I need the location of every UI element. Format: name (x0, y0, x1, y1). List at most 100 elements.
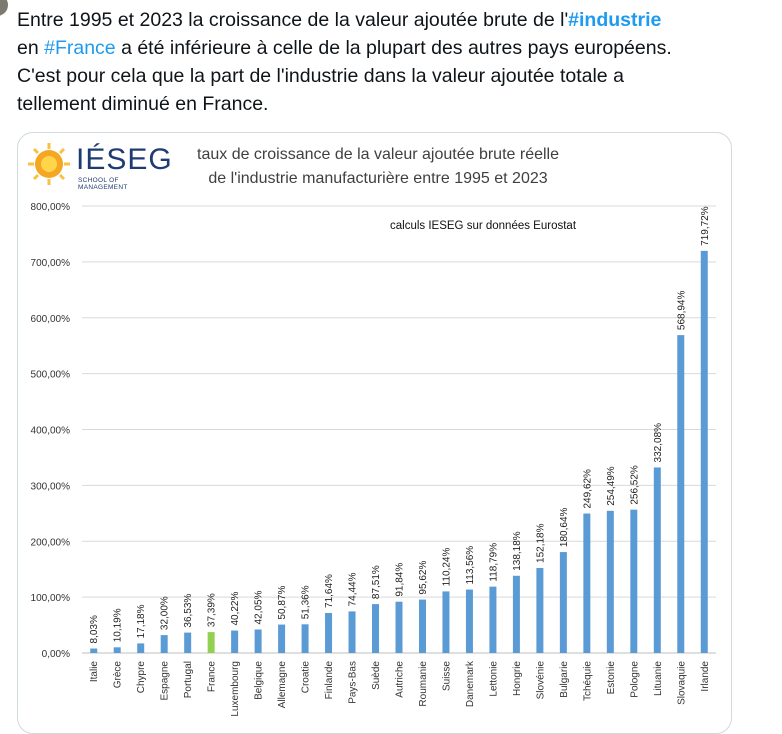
bar-15 (442, 591, 450, 653)
bar-3 (160, 635, 168, 653)
bar-5 (207, 632, 215, 653)
value-label: 110,24% (441, 548, 452, 587)
value-label: 568,94% (676, 291, 687, 331)
tweet-text: Entre 1995 et 2023 la croissance de la v… (17, 6, 757, 118)
y-tick-label: 100,00% (31, 593, 71, 604)
tweet-line-1-text: Entre 1995 et 2023 la croissance de la v… (17, 9, 569, 31)
bar-18 (512, 575, 520, 653)
bar-13 (395, 601, 403, 653)
x-tick-label: Chypre (136, 661, 147, 694)
y-tick-label: 700,00% (31, 258, 71, 269)
bar-14 (418, 599, 426, 653)
x-tick-label: France (207, 661, 218, 693)
bar-22 (606, 510, 614, 653)
x-tick-label: Autriche (395, 661, 406, 698)
bar-6 (231, 630, 239, 653)
bar-24 (653, 467, 661, 653)
x-tick-label: Italie (89, 661, 100, 683)
chart-title: taux de croissance de la valeur ajoutée … (168, 143, 588, 191)
bar-8 (278, 624, 286, 653)
tweet-line-2-pre: en (17, 37, 45, 59)
bar-1 (113, 647, 121, 653)
value-label: 332,08% (653, 423, 664, 463)
x-tick-label: Suisse (441, 661, 452, 691)
y-tick-label: 800,00% (31, 202, 71, 213)
x-tick-label: Suède (371, 661, 382, 690)
x-tick-label: Irlande (700, 661, 711, 692)
bar-7 (254, 629, 262, 653)
y-tick-label: 400,00% (31, 426, 71, 437)
x-tick-label: Portugal (183, 661, 194, 698)
x-tick-label: Lituanie (653, 661, 664, 696)
bar-19 (536, 567, 544, 653)
x-tick-label: Hongrie (512, 661, 523, 696)
value-label: 42,05% (254, 590, 265, 624)
value-label: 40,22% (230, 592, 241, 626)
hashtag-industrie-link[interactable]: #industrie (568, 9, 662, 31)
value-label: 138,18% (512, 531, 523, 571)
value-label: 17,18% (136, 604, 147, 638)
value-label: 51,36% (301, 585, 312, 619)
bar-2 (137, 643, 145, 653)
y-tick-label: 300,00% (31, 481, 71, 492)
value-label: 10,19% (113, 608, 124, 642)
chart-title-line-1: taux de croissance de la valeur ajoutée … (197, 146, 559, 163)
value-label: 50,87% (277, 586, 288, 620)
x-tick-label: Danemark (465, 660, 476, 707)
bar-11 (348, 611, 356, 653)
value-label: 74,44% (348, 572, 359, 606)
value-label: 71,64% (324, 574, 335, 608)
bar-21 (583, 513, 591, 653)
value-label: 152,18% (535, 523, 546, 563)
bar-0 (90, 648, 98, 653)
tweet-line-1: Entre 1995 et 2023 la croissance de la v… (17, 6, 757, 34)
y-tick-label: 200,00% (31, 537, 71, 548)
bar-25 (677, 335, 685, 653)
x-tick-label: Estonie (606, 661, 617, 695)
x-tick-label: Luxembourg (230, 661, 241, 717)
avatar[interactable] (0, 0, 8, 16)
value-label: 254,49% (606, 466, 617, 506)
y-tick-label: 500,00% (31, 370, 71, 381)
chart-title-line-2: de l'industrie manufacturière entre 1995… (208, 170, 548, 187)
x-tick-label: Slovaquie (676, 661, 687, 705)
x-tick-label: Finlande (324, 661, 335, 700)
bar-17 (489, 586, 497, 653)
x-tick-label: Roumanie (418, 661, 429, 707)
sun-logo-icon (28, 143, 70, 185)
x-tick-label: Lettonie (488, 661, 499, 697)
bar-10 (325, 612, 333, 653)
tweet-line-4: tellement diminué en France. (17, 93, 269, 115)
tweet-line-2: en #France a été inférieure à celle de l… (17, 34, 757, 62)
x-tick-label: Grèce (113, 661, 124, 689)
x-tick-label: Allemagne (277, 661, 288, 709)
x-tick-label: Pologne (629, 661, 640, 698)
chart-image-card[interactable]: IÉSEG SCHOOL OF MANAGEMENT taux de crois… (17, 132, 732, 734)
x-tick-label: Slovénie (535, 661, 546, 700)
logo-subtitle: SCHOOL OF MANAGEMENT (78, 177, 128, 191)
tweet-line-2-post: a été inférieure à celle de la plupart d… (115, 37, 672, 59)
value-label: 118,79% (488, 543, 499, 582)
bar-16 (465, 589, 473, 653)
bar-chart: 0,00% 100,00% 200,00% 300,00% 400,00% 500,00%… (31, 202, 716, 717)
x-tick-label: Bulgarie (559, 661, 570, 698)
x-tick-label: Belgique (254, 661, 265, 700)
x-tick-label: Croatie (301, 661, 312, 694)
value-label: 8,03% (89, 615, 100, 643)
value-label: 256,52% (629, 465, 640, 505)
logo-wordmark: IÉSEG (76, 143, 173, 176)
y-tick-label: 0,00% (42, 649, 70, 660)
bar-20 (559, 552, 567, 653)
value-label: 36,53% (183, 594, 194, 628)
x-tick-label: Tchéquie (582, 661, 593, 701)
bar-23 (630, 509, 638, 653)
value-label: 719,72% (700, 206, 711, 246)
hashtag-france-link[interactable]: #France (44, 37, 116, 59)
bar-26 (700, 250, 708, 653)
ieseg-logo: IÉSEG SCHOOL OF MANAGEMENT (26, 141, 172, 191)
x-tick-label: Pays-Bas (348, 661, 359, 704)
y-tick-label: 600,00% (31, 314, 71, 325)
value-label: 95,62% (418, 561, 429, 595)
value-label: 87,51% (371, 565, 382, 599)
tweet-line-3: C'est pour cela que la part de l'industr… (17, 65, 624, 87)
